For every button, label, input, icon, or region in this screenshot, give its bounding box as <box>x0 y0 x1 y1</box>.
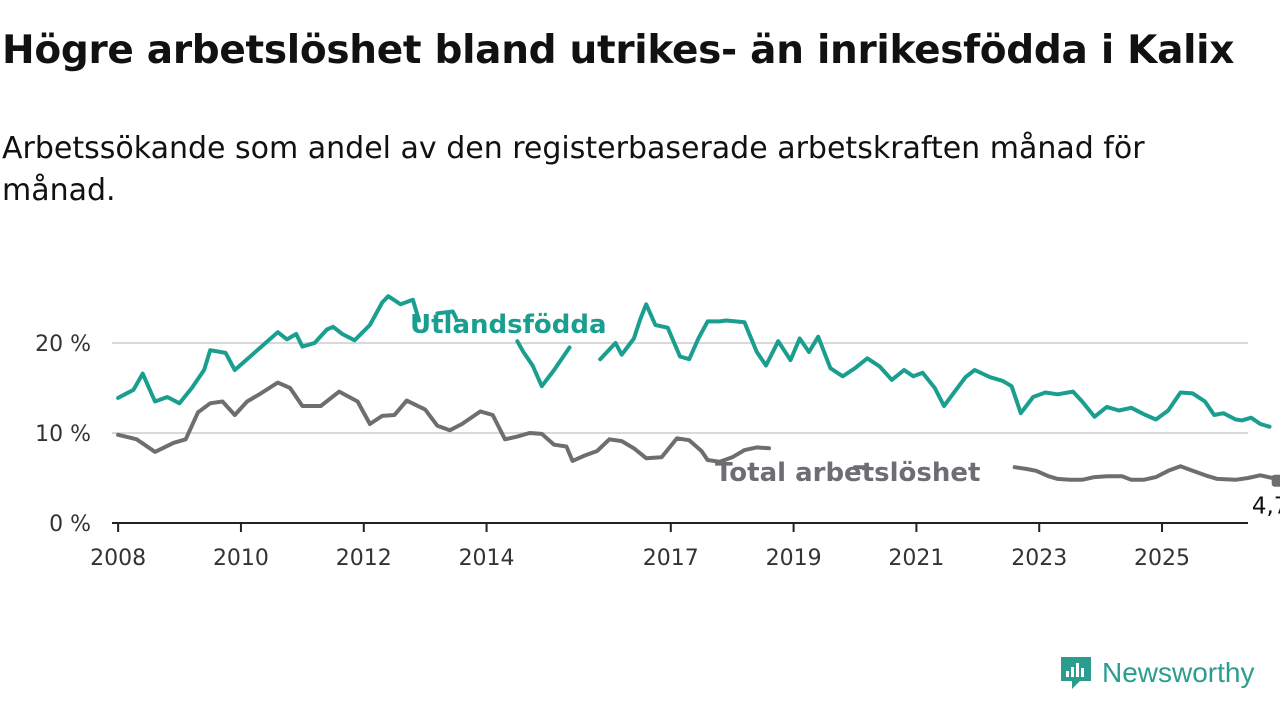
series-label-total: Total arbetslöshet <box>715 458 980 488</box>
series-line-total <box>116 380 1280 483</box>
series-end-marker <box>1271 474 1280 487</box>
newsworthy-logo-icon <box>1061 657 1091 689</box>
brand-name: Newsworthy <box>1102 657 1255 688</box>
x-tick-label: 2014 <box>459 546 515 571</box>
y-tick-label: 10 % <box>35 422 91 447</box>
y-tick-label: 20 % <box>35 332 91 357</box>
x-tick-label: 2019 <box>766 546 822 571</box>
newsworthy-brand[interactable]: Newsworthy <box>1058 654 1254 692</box>
chart-title: Högre arbetslöshet bland utrikes- än inr… <box>2 28 1235 73</box>
y-tick-label: 0 % <box>49 512 91 537</box>
x-tick-label: 2023 <box>1011 546 1067 571</box>
x-tick-label: 2025 <box>1134 546 1190 571</box>
x-tick-label: 2008 <box>90 546 146 571</box>
series-label-utlandsfodda: Utlandsfödda <box>410 310 607 340</box>
series-line-utlandsfodda <box>116 294 1272 429</box>
x-tick-label: 2010 <box>213 546 269 571</box>
chart-subtitle: Arbetssökande som andel av den registerb… <box>2 131 1145 208</box>
x-tick-label: 2012 <box>336 546 392 571</box>
x-tick-label: 2021 <box>888 546 944 571</box>
x-tick-label: 2017 <box>643 546 699 571</box>
end-value-label: 4,7 % <box>1252 494 1280 520</box>
